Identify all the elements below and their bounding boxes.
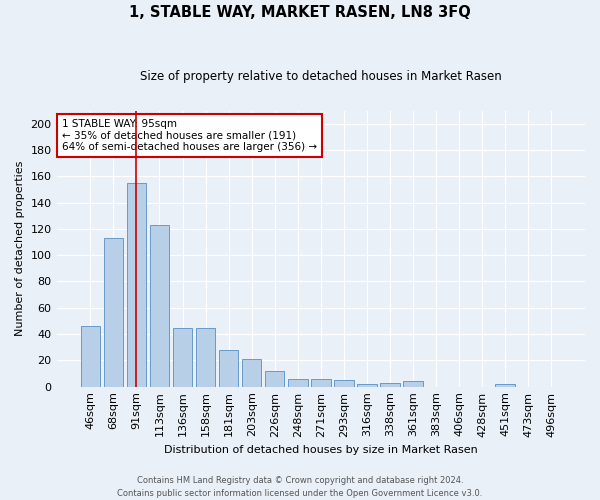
Bar [403, 382, 423, 386]
Text: Contains HM Land Registry data © Crown copyright and database right 2024.
Contai: Contains HM Land Registry data © Crown c… [118, 476, 482, 498]
Bar [357, 384, 377, 386]
Bar [104, 238, 123, 386]
Bar [127, 183, 146, 386]
Bar [380, 382, 400, 386]
Bar [311, 379, 331, 386]
Bar [196, 328, 215, 386]
Text: 1, STABLE WAY, MARKET RASEN, LN8 3FQ: 1, STABLE WAY, MARKET RASEN, LN8 3FQ [129, 5, 471, 20]
Bar [173, 328, 193, 386]
Bar [80, 326, 100, 386]
Bar [219, 350, 238, 387]
Y-axis label: Number of detached properties: Number of detached properties [15, 161, 25, 336]
Bar [149, 225, 169, 386]
Bar [265, 371, 284, 386]
Bar [334, 380, 353, 386]
Title: Size of property relative to detached houses in Market Rasen: Size of property relative to detached ho… [140, 70, 502, 83]
Bar [242, 359, 262, 386]
X-axis label: Distribution of detached houses by size in Market Rasen: Distribution of detached houses by size … [164, 445, 478, 455]
Bar [288, 379, 308, 386]
Bar [496, 384, 515, 386]
Text: 1 STABLE WAY: 95sqm
← 35% of detached houses are smaller (191)
64% of semi-detac: 1 STABLE WAY: 95sqm ← 35% of detached ho… [62, 119, 317, 152]
